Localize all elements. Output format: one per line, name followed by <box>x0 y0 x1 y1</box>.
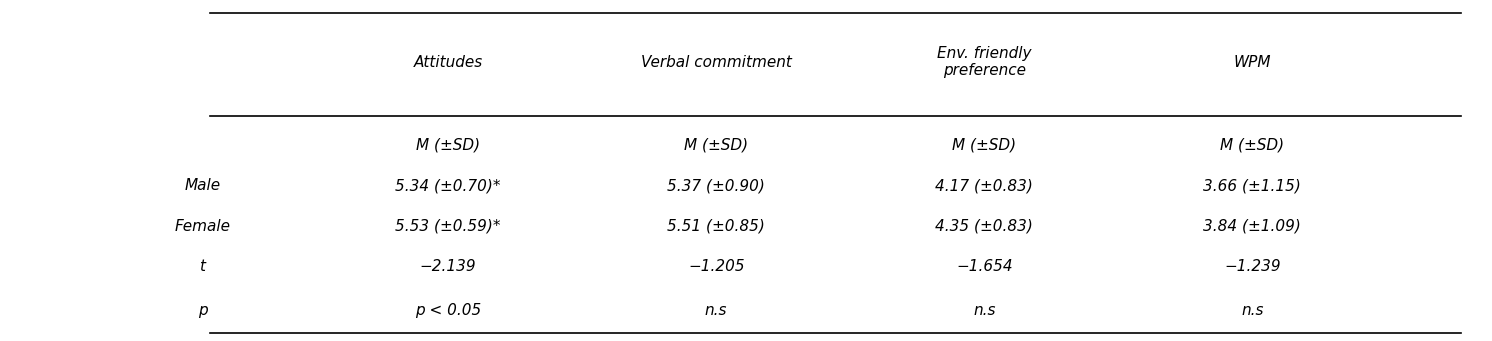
Text: n.s: n.s <box>1241 303 1264 318</box>
Text: M (±SD): M (±SD) <box>685 138 749 153</box>
Text: 4.17 (±0.83): 4.17 (±0.83) <box>935 178 1034 193</box>
Text: Female: Female <box>175 219 230 234</box>
Text: WPM: WPM <box>1234 55 1271 70</box>
Text: 5.53 (±0.59)*: 5.53 (±0.59)* <box>395 219 501 234</box>
Text: M (±SD): M (±SD) <box>416 138 480 153</box>
Text: 5.34 (±0.70)*: 5.34 (±0.70)* <box>395 178 501 193</box>
Text: t: t <box>200 260 206 275</box>
Text: M (±SD): M (±SD) <box>1220 138 1285 153</box>
Text: p < 0.05: p < 0.05 <box>415 303 482 318</box>
Text: 3.84 (±1.09): 3.84 (±1.09) <box>1204 219 1301 234</box>
Text: 5.51 (±0.85): 5.51 (±0.85) <box>667 219 765 234</box>
Text: −1.205: −1.205 <box>688 260 745 275</box>
Text: n.s: n.s <box>973 303 995 318</box>
Text: Male: Male <box>185 178 221 193</box>
Text: Env. friendly
preference: Env. friendly preference <box>937 46 1031 78</box>
Text: −2.139: −2.139 <box>419 260 476 275</box>
Text: n.s: n.s <box>704 303 728 318</box>
Text: −1.239: −1.239 <box>1223 260 1280 275</box>
Text: Verbal commitment: Verbal commitment <box>640 55 792 70</box>
Text: p: p <box>197 303 207 318</box>
Text: 4.35 (±0.83): 4.35 (±0.83) <box>935 219 1034 234</box>
Text: M (±SD): M (±SD) <box>952 138 1016 153</box>
Text: 5.37 (±0.90): 5.37 (±0.90) <box>667 178 765 193</box>
Text: −1.654: −1.654 <box>956 260 1013 275</box>
Text: Attitudes: Attitudes <box>413 55 483 70</box>
Text: 3.66 (±1.15): 3.66 (±1.15) <box>1204 178 1301 193</box>
